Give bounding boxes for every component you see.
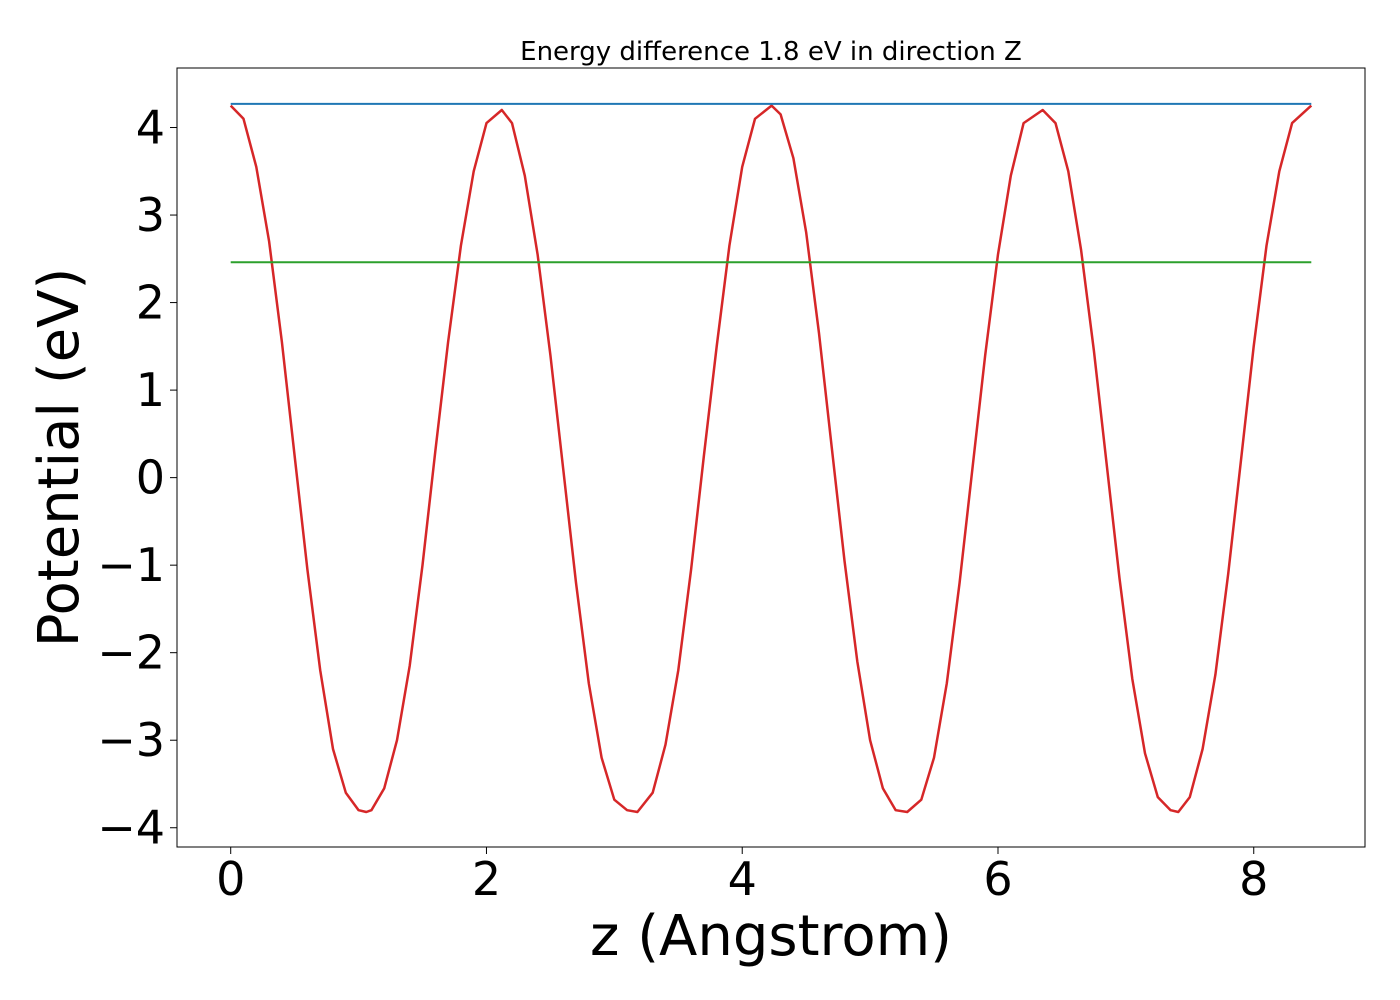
y-tick-label: 3: [136, 188, 165, 242]
y-tick-label: −1: [97, 538, 165, 592]
series-line-0: [229, 104, 1313, 814]
chart-title: Energy difference 1.8 eV in direction Z: [520, 37, 1022, 67]
x-tick-label: 8: [1239, 852, 1268, 906]
y-axis-label: Potential (eV): [27, 268, 92, 648]
x-tick-label: 6: [983, 852, 1012, 906]
x-tick-label: 2: [472, 852, 501, 906]
y-tick-label: 2: [136, 276, 165, 330]
y-tick-label: −4: [97, 801, 165, 855]
y-tick-label: −2: [97, 626, 165, 680]
x-axis-label: z (Angstrom): [590, 904, 952, 969]
y-tick-label: −3: [97, 713, 165, 767]
x-tick-label: 0: [216, 852, 245, 906]
series-layer: [229, 102, 1313, 814]
y-tick-label: 1: [136, 363, 165, 417]
x-tick-label: 4: [728, 852, 757, 906]
y-axis-ticks: −4 −3 −2 −1 0 1 2 3 4: [97, 101, 177, 855]
y-tick-label: 4: [136, 101, 165, 155]
x-axis-ticks: 0 2 4 6 8: [216, 847, 1268, 906]
plot-frame: [176, 67, 1366, 848]
y-tick-label: 0: [136, 451, 165, 505]
